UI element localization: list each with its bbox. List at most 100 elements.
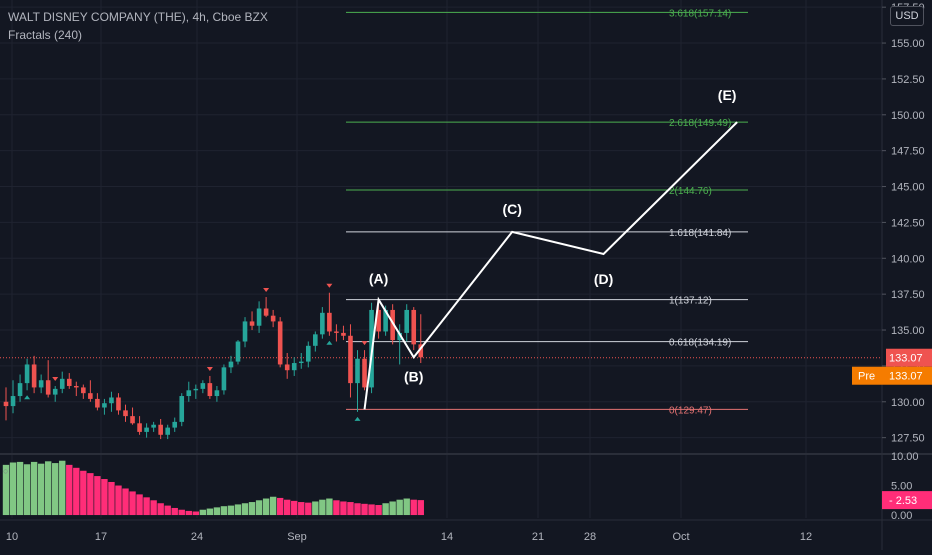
wave-path <box>363 121 738 410</box>
fibonacci-levels: 0(129.47) 0.618(134.19) 1(137.12) 1.618(141… <box>0 8 882 416</box>
histogram-bar <box>150 500 157 516</box>
time-tick-label: 28 <box>584 531 596 543</box>
candle-body <box>95 398 100 408</box>
candle-body <box>102 403 107 408</box>
histogram-bar <box>136 494 143 516</box>
histogram-bar <box>298 502 305 516</box>
elliott-wave-lines: (A) (B) (C) (D) (E) <box>363 87 738 410</box>
candle-body <box>334 331 339 333</box>
histogram-bar <box>284 499 291 516</box>
candle-body <box>172 421 178 428</box>
candle-body <box>397 332 402 341</box>
candle-body <box>66 378 72 386</box>
fib-label-0.618: 0.618(134.19) <box>669 338 731 349</box>
price-tick-label: 140.00 <box>891 253 925 265</box>
histogram-bar <box>354 503 361 516</box>
histogram-bar <box>44 461 52 516</box>
candle-body <box>116 397 121 411</box>
histogram-bar <box>16 461 24 516</box>
candle-body <box>411 309 417 345</box>
histogram-bar <box>157 503 164 516</box>
axes: 157.50155.00152.50150.00147.50145.00142.… <box>6 2 932 543</box>
time-tick-label: 24 <box>191 531 203 543</box>
pre-market-badge <box>852 366 932 385</box>
price-tick-label: 130.00 <box>891 397 925 409</box>
candle-body <box>263 308 269 316</box>
indicator-label: Fractals (240) <box>8 28 83 42</box>
time-tick-label: Oct <box>672 531 689 543</box>
candle-body <box>144 427 149 432</box>
histogram-bar <box>403 498 410 516</box>
candle-body <box>165 427 170 435</box>
wave-label: (A) <box>369 271 388 287</box>
candle-body <box>348 335 353 384</box>
pre-market-value: 133.07 <box>889 371 923 383</box>
candle-body <box>313 334 318 346</box>
last-price-badge <box>886 348 932 367</box>
histogram-bar <box>368 504 375 516</box>
histogram-bar <box>178 509 185 516</box>
histogram-bar <box>347 502 354 516</box>
candle-body <box>270 315 276 322</box>
currency-button[interactable]: USD <box>890 6 924 26</box>
candle-body <box>362 358 367 388</box>
histogram-bar <box>276 497 284 516</box>
candle-body <box>88 393 93 399</box>
candle-body <box>305 345 311 362</box>
histogram-bar <box>248 502 256 516</box>
candle-body <box>214 390 220 397</box>
fib-label-2: 2(144.76) <box>669 186 712 197</box>
candle-body <box>284 364 290 371</box>
histogram-bar <box>185 510 192 516</box>
histogram-bar <box>206 508 214 516</box>
candle-body <box>158 424 163 435</box>
histogram-bar <box>361 503 368 516</box>
price-tick-label: 137.50 <box>891 289 925 301</box>
oscillator-settings-icon[interactable]: ○ <box>3 466 9 476</box>
histogram-bar <box>241 503 249 516</box>
histogram-bar <box>227 505 235 516</box>
histogram-bar <box>164 505 171 516</box>
histogram-bar <box>9 462 17 516</box>
histogram-bar <box>52 463 59 516</box>
price-tick-label: 152.50 <box>891 74 925 86</box>
histogram-bar <box>234 504 242 516</box>
histogram-bar <box>199 509 207 516</box>
oscillator-histogram <box>2 460 424 516</box>
time-tick-label: 17 <box>95 531 107 543</box>
histogram-bar <box>2 464 10 516</box>
time-tick-label: 14 <box>441 531 453 543</box>
candle-body <box>355 358 360 384</box>
price-tick-label: 155.00 <box>891 38 925 50</box>
candle-body <box>45 380 51 395</box>
candle-body <box>193 388 199 391</box>
candle-body <box>10 396 16 407</box>
candle-body <box>130 416 135 424</box>
time-tick-label: 10 <box>6 531 18 543</box>
histogram-bar <box>291 500 298 516</box>
osc-tick-label: 5.00 <box>891 481 912 493</box>
candle-body <box>327 312 332 332</box>
histogram-bar <box>37 463 45 516</box>
price-tick-label: 150.00 <box>891 110 925 122</box>
histogram-bar <box>73 467 80 516</box>
histogram-bar <box>122 488 129 516</box>
candle-body <box>221 367 227 391</box>
histogram-bar <box>417 500 424 516</box>
histogram-bar <box>382 503 389 516</box>
osc-value: - 2.53 <box>889 495 917 507</box>
histogram-bar <box>305 502 312 516</box>
candle-body <box>52 388 58 395</box>
osc-tick-label: 0.00 <box>891 510 912 522</box>
histogram-bar <box>319 499 326 516</box>
histogram-bar <box>143 497 150 516</box>
histogram-bar <box>171 507 178 516</box>
candle-body <box>81 387 86 394</box>
histogram-bar <box>108 481 115 516</box>
wave-label: (B) <box>404 368 423 384</box>
histogram-bar <box>23 464 31 516</box>
candle-body <box>404 309 410 333</box>
histogram-bar <box>66 464 73 516</box>
